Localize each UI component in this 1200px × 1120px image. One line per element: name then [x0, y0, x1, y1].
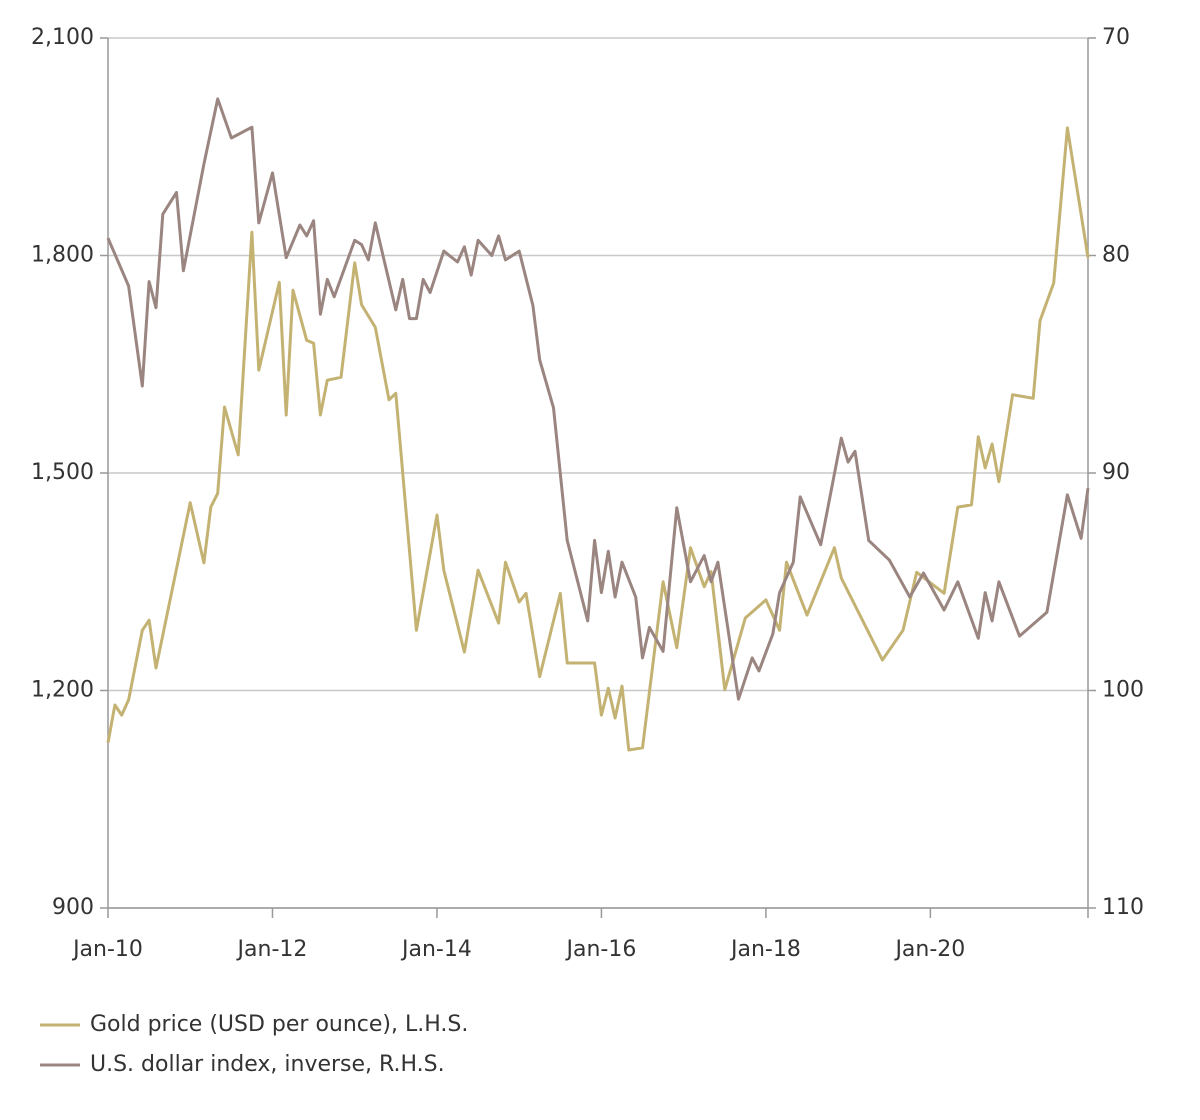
- series-line: [106, 126, 1090, 752]
- legend-label: U.S. dollar index, inverse, R.H.S.: [90, 1052, 445, 1077]
- x-tick-label: Jan-14: [400, 937, 472, 962]
- x-tick-label: Jan-16: [564, 937, 636, 962]
- x-tick-label: Jan-10: [71, 937, 143, 962]
- y-tick-label: 1,800: [31, 243, 94, 268]
- series-line: [106, 97, 1090, 701]
- y2-tick-label: 90: [1102, 460, 1130, 485]
- y-tick-label: 900: [52, 895, 94, 920]
- y2-tick-label: 110: [1102, 895, 1144, 920]
- x-tick-label: Jan-18: [729, 937, 801, 962]
- y-tick-label: 1,200: [31, 678, 94, 703]
- y2-tick-label: 100: [1102, 678, 1144, 703]
- y2-tick-label: 70: [1102, 25, 1130, 50]
- legend-label: Gold price (USD per ounce), L.H.S.: [90, 1012, 468, 1037]
- x-tick-label: Jan-12: [236, 937, 308, 962]
- x-tick-label: Jan-20: [893, 937, 965, 962]
- y2-tick-label: 80: [1102, 243, 1130, 268]
- y-tick-label: 1,500: [31, 460, 94, 485]
- y-tick-label: 2,100: [31, 25, 94, 50]
